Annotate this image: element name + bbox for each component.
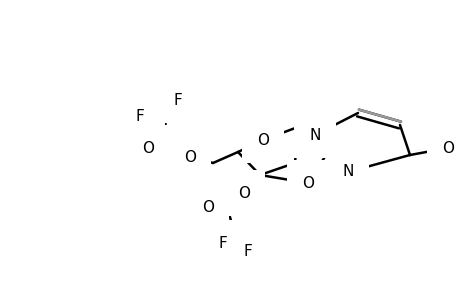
Text: O: O <box>237 185 249 200</box>
Text: F: F <box>218 236 227 250</box>
Text: F: F <box>173 92 182 107</box>
Text: F: F <box>135 109 144 124</box>
Text: O: O <box>202 200 213 214</box>
Text: O: O <box>184 149 196 164</box>
Text: N: N <box>341 164 353 179</box>
Text: F: F <box>243 244 252 260</box>
Text: O: O <box>302 176 313 190</box>
Text: F: F <box>140 94 149 110</box>
Text: O: O <box>257 133 269 148</box>
Text: O: O <box>441 140 453 155</box>
Text: F: F <box>210 242 219 257</box>
Text: N: N <box>308 128 320 142</box>
Text: O: O <box>142 140 154 155</box>
